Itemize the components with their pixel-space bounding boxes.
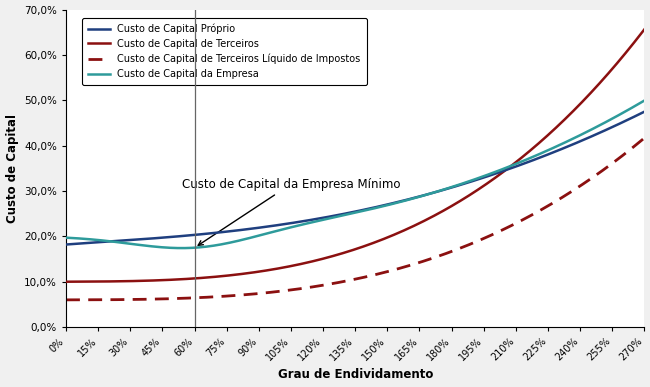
Custo de Capital da Empresa <box>484 172 492 177</box>
Line: Custo de Capital de Terceiros: Custo de Capital de Terceiros <box>66 29 644 282</box>
Custo de Capital de Terceiros <box>291 263 299 267</box>
Custo de Capital de Terceiros Líquido de Impostos <box>426 257 434 261</box>
Custo de Capital de Terceiros Líquido de Impostos <box>482 235 490 240</box>
Custo de Capital de Terceiros <box>480 183 488 188</box>
Custo de Capital de Terceiros Líquido de Impostos <box>640 135 648 140</box>
Custo de Capital da Empresa <box>62 235 70 240</box>
Custo de Capital de Terceiros <box>132 279 140 283</box>
Custo de Capital Próprio <box>291 220 299 225</box>
Custo de Capital de Terceiros Líquido de Impostos <box>132 297 140 302</box>
Custo de Capital de Terceiros <box>62 279 70 284</box>
Custo de Capital Próprio <box>426 191 434 196</box>
Text: Custo de Capital da Empresa Mínimo: Custo de Capital da Empresa Mínimo <box>182 178 400 245</box>
Custo de Capital da Empresa <box>132 242 140 247</box>
Custo de Capital da Empresa <box>178 246 186 250</box>
Custo de Capital Próprio <box>250 226 258 231</box>
Custo de Capital de Terceiros Líquido de Impostos <box>291 287 299 292</box>
Custo de Capital de Terceiros Líquido de Impostos <box>62 298 70 302</box>
Custo de Capital da Empresa <box>481 173 489 178</box>
Custo de Capital Próprio <box>62 242 70 247</box>
Custo de Capital Próprio <box>132 237 140 242</box>
Y-axis label: Custo de Capital: Custo de Capital <box>6 114 19 223</box>
Custo de Capital da Empresa <box>252 234 260 239</box>
Custo de Capital de Terceiros <box>482 182 490 186</box>
Custo de Capital de Terceiros <box>426 216 434 220</box>
Custo de Capital da Empresa <box>640 98 648 103</box>
Line: Custo de Capital Próprio: Custo de Capital Próprio <box>66 112 644 245</box>
Custo de Capital de Terceiros <box>250 270 258 275</box>
Custo de Capital da Empresa <box>428 191 436 195</box>
Legend: Custo de Capital Próprio, Custo de Capital de Terceiros, Custo de Capital de Ter: Custo de Capital Próprio, Custo de Capit… <box>83 17 367 85</box>
Custo de Capital Próprio <box>640 110 648 114</box>
Line: Custo de Capital da Empresa: Custo de Capital da Empresa <box>66 101 644 248</box>
Custo de Capital de Terceiros Líquido de Impostos <box>480 236 488 241</box>
Custo de Capital de Terceiros <box>640 27 648 32</box>
Custo de Capital de Terceiros Líquido de Impostos <box>250 291 258 296</box>
Line: Custo de Capital de Terceiros Líquido de Impostos: Custo de Capital de Terceiros Líquido de… <box>66 138 644 300</box>
X-axis label: Grau de Endividamento: Grau de Endividamento <box>278 368 433 382</box>
Custo de Capital Próprio <box>482 174 490 179</box>
Custo de Capital Próprio <box>480 175 488 180</box>
Custo de Capital da Empresa <box>292 224 300 228</box>
